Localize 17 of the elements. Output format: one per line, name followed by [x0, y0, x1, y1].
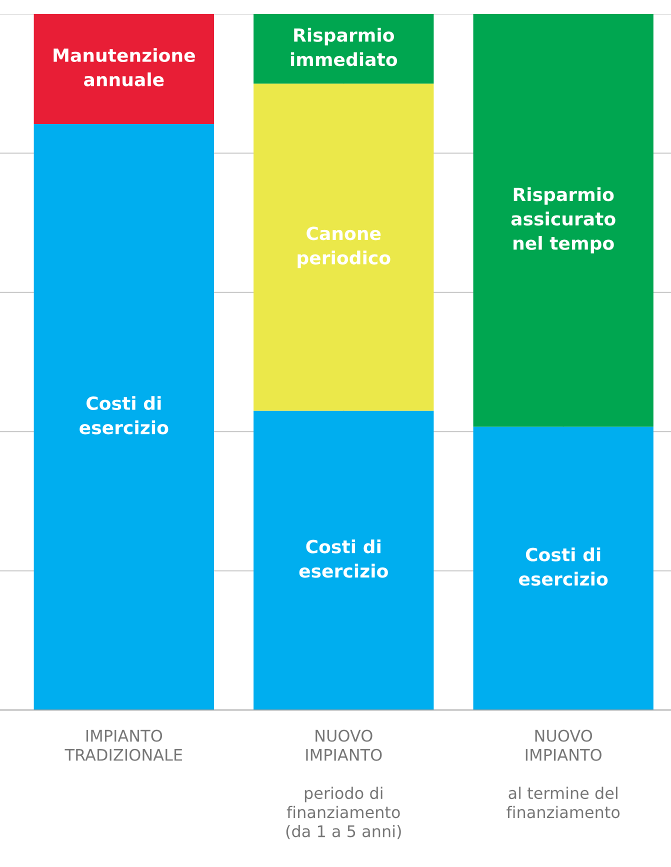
series-label: Canone periodico	[298, 226, 390, 268]
bar	[254, 84, 434, 411]
bar	[473, 14, 654, 427]
bar	[254, 410, 434, 710]
bar	[254, 14, 434, 84]
series-label: Risparmio immediato	[290, 28, 398, 66]
category-label: NUOVO IMPIANTO al termine del finanziamento	[506, 730, 620, 818]
x-tick-label: IMPIANTO TRADIZIONALE	[64, 730, 182, 761]
text: Costi di esercizio	[80, 396, 168, 434]
category-label: NUOVO IMPIANTO periodo di finanziamento (da 1 a 5 anni)	[286, 730, 401, 840]
bar	[34, 124, 214, 710]
bar	[473, 426, 654, 710]
bar	[34, 14, 214, 124]
series-label: Manutenzione annuale	[54, 48, 195, 86]
text: Costi di esercizio	[299, 539, 388, 578]
series-label: Risparmio assicurato nel tempo	[511, 187, 616, 254]
series-label: Costi di esercizio	[519, 547, 608, 586]
